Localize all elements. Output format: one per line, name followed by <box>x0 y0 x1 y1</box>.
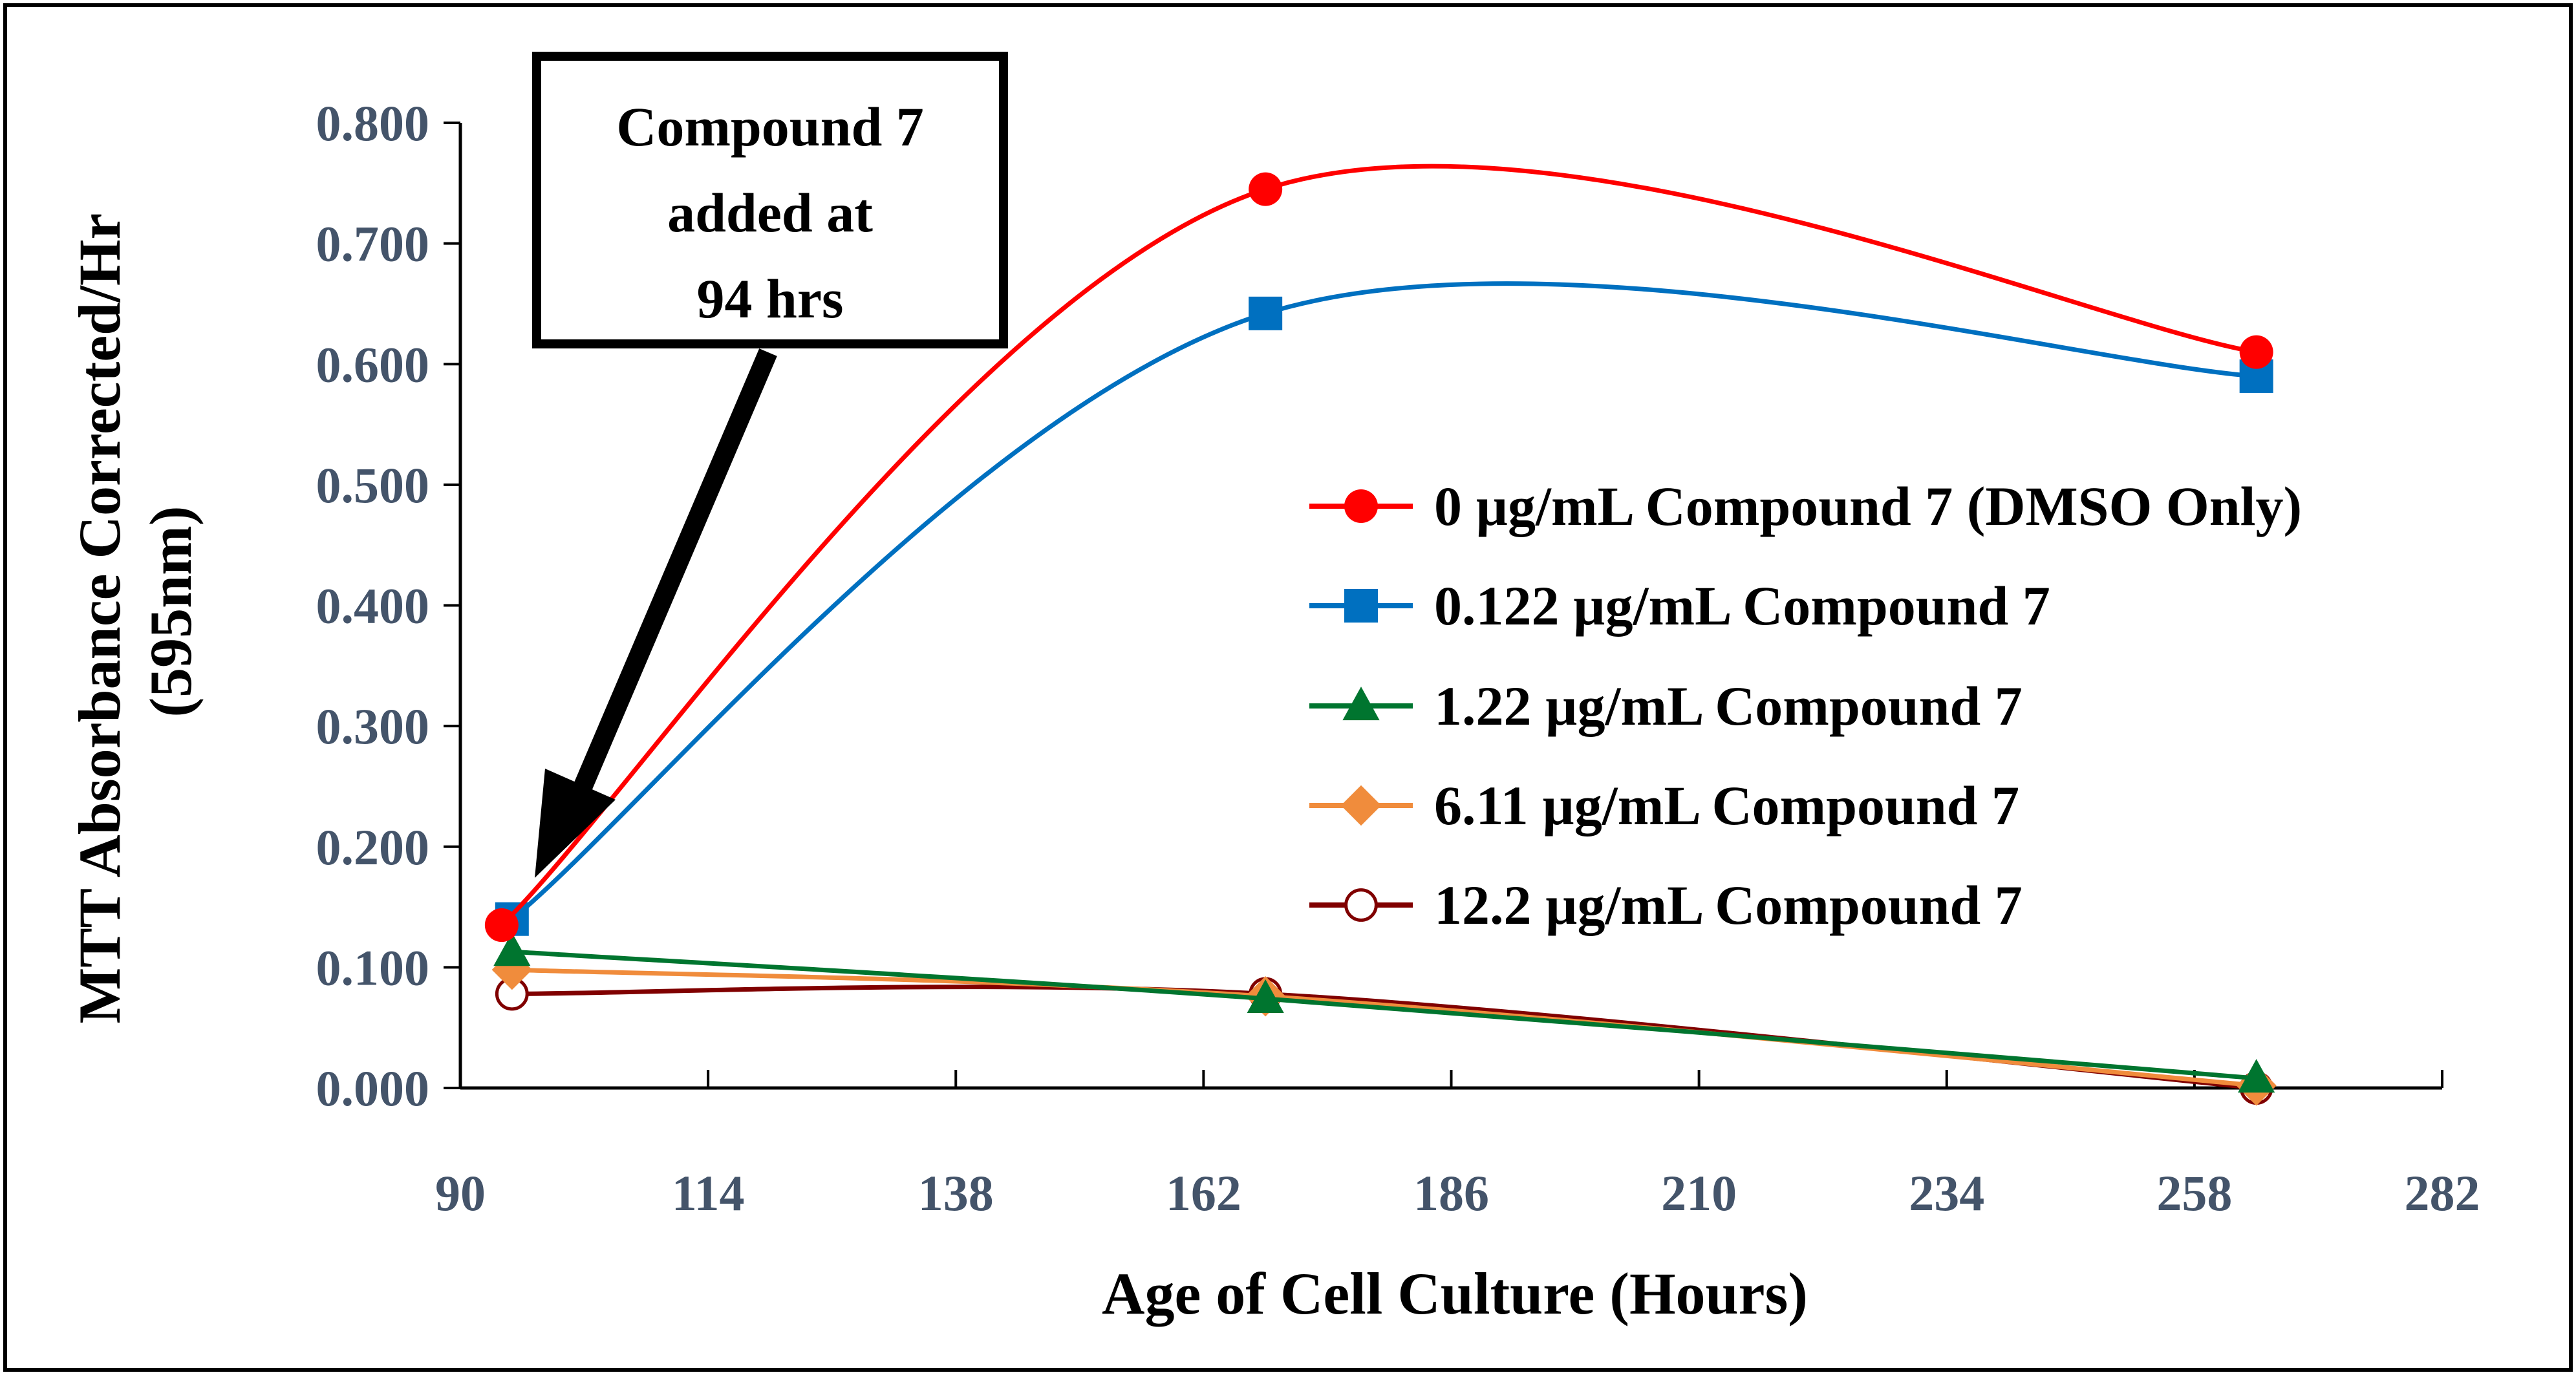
legend-label: 0.122 µg/mL Compound 7 <box>1434 575 2050 637</box>
y-axis-title-line-1: MTT Absorbance Corrected/Hr <box>67 214 133 1023</box>
annotation-line-3: 94 hrs <box>697 268 844 330</box>
legend-item: 0.122 µg/mL Compound 7 <box>1309 575 2050 637</box>
data-point <box>1249 296 1283 330</box>
legend-item: 12.2 µg/mL Compound 7 <box>1309 874 2023 936</box>
legend-item: 1.22 µg/mL Compound 7 <box>1309 675 2023 737</box>
y-axis-title-line-2: (595nm) <box>138 506 204 717</box>
chart-frame <box>3 3 2573 1372</box>
annotation-callout: Compound 7 added at 94 hrs <box>532 52 1008 878</box>
y-tick-label: 0.500 <box>316 457 430 513</box>
data-point <box>2239 335 2273 369</box>
y-tick-label: 0.000 <box>316 1060 430 1116</box>
legend-marker <box>1344 589 1378 623</box>
y-tick-label: 0.400 <box>316 578 430 634</box>
series-line <box>511 949 2257 1081</box>
data-point <box>1249 172 1283 206</box>
legend-label: 1.22 µg/mL Compound 7 <box>1434 675 2023 737</box>
y-axis-ticks: 0.000 0.100 0.200 0.300 0.400 0.500 0.600 0.700… <box>316 95 460 1116</box>
y-tick-label: 0.100 <box>316 939 430 996</box>
annotation-arrow-shaft <box>572 348 777 796</box>
x-axis-title: Age of Cell Culture (Hours) <box>1102 1261 1808 1327</box>
x-tick-label: 210 <box>1661 1165 1737 1221</box>
data-point <box>1247 979 1284 1013</box>
y-tick-label: 0.800 <box>316 95 430 151</box>
annotation-line-2: added at <box>667 182 873 244</box>
x-tick-label: 162 <box>1166 1165 1241 1221</box>
x-tick-label: 186 <box>1413 1165 1489 1221</box>
y-axis-title: MTT Absorbance Corrected/Hr (595nm) <box>67 199 204 1023</box>
annotation-line-1: Compound 7 <box>616 96 924 158</box>
x-tick-label: 234 <box>1909 1165 1984 1221</box>
data-point <box>491 949 533 990</box>
annotation-box <box>532 52 1008 348</box>
x-axis-ticks: 90 114 138 162 186 210 234 258 282 <box>435 1070 2480 1221</box>
y-tick-label: 0.700 <box>316 216 430 272</box>
series-layer <box>484 164 2277 1106</box>
series-dmso <box>484 164 2273 943</box>
legend-marker <box>1340 785 1382 826</box>
x-tick-label: 90 <box>435 1165 486 1221</box>
legend-marker <box>1342 687 1380 721</box>
legend-label: 12.2 µg/mL Compound 7 <box>1434 874 2023 936</box>
legend-item: 6.11 µg/mL Compound 7 <box>1309 774 2019 837</box>
annotation-arrow-head <box>535 769 616 878</box>
x-tick-label: 114 <box>672 1165 745 1221</box>
data-point <box>2238 1059 2275 1093</box>
data-point <box>484 908 519 943</box>
series-line <box>511 967 2257 1088</box>
legend-marker <box>1344 888 1378 922</box>
y-tick-label: 0.200 <box>316 819 430 875</box>
y-tick-label: 0.300 <box>316 698 430 754</box>
data-point <box>493 932 531 966</box>
legend-item: 0 µg/mL Compound 7 (DMSO Only) <box>1309 475 2302 537</box>
legend-label: 6.11 µg/mL Compound 7 <box>1434 774 2019 837</box>
x-tick-label: 138 <box>918 1165 994 1221</box>
legend: 0 µg/mL Compound 7 (DMSO Only) 0.122 µg/m… <box>1309 475 2302 936</box>
x-tick-label: 282 <box>2405 1165 2480 1221</box>
legend-label: 0 µg/mL Compound 7 (DMSO Only) <box>1434 475 2302 537</box>
series-c122 <box>493 932 2275 1093</box>
x-tick-label: 258 <box>2156 1165 2232 1221</box>
legend-marker <box>1344 489 1378 523</box>
y-tick-label: 0.600 <box>316 336 430 392</box>
